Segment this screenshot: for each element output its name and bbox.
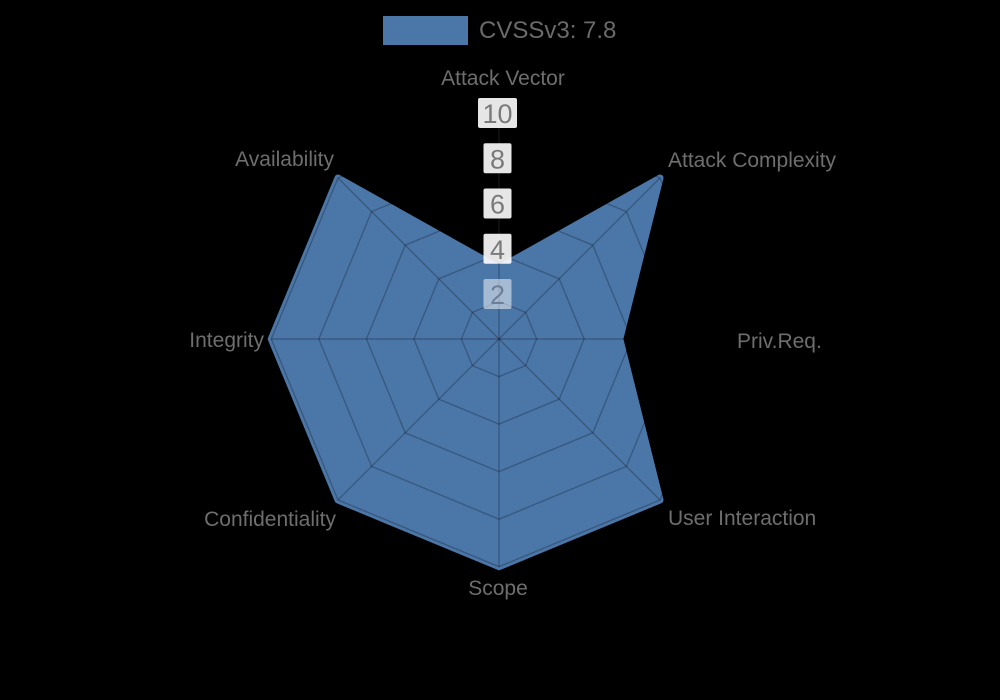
radial-tick-box-6 xyxy=(483,188,512,219)
axis-label-attack-vector: Attack Vector xyxy=(441,67,565,90)
axis-label-availability: Availability xyxy=(235,148,334,171)
radial-tick-label-2: 2 xyxy=(490,280,505,310)
axis-label-confidentiality: Confidentiality xyxy=(204,508,336,531)
grid-ring-6 xyxy=(365,205,633,473)
axis-spoke-confidentiality xyxy=(337,338,500,501)
radar-polygon-cvssv3 xyxy=(267,174,664,571)
legend: CVSSv3: 7.8 xyxy=(383,16,616,45)
axis-label-integrity: Integrity xyxy=(189,329,264,352)
axis-spoke-user-interaction xyxy=(498,338,661,501)
axis-label-priv-req: Priv.Req. xyxy=(737,330,822,353)
radial-tick-label-4: 4 xyxy=(490,235,505,265)
axis-spoke-attack-complexity xyxy=(498,177,661,340)
radial-tick-box-2 xyxy=(483,279,512,309)
axis-label-scope: Scope xyxy=(468,577,528,600)
radial-tick-label-6: 6 xyxy=(490,190,505,220)
axis-label-attack-complexity: Attack Complexity xyxy=(668,149,837,172)
grid-ring-10 xyxy=(270,110,728,568)
radial-tick-box-4 xyxy=(483,233,512,264)
axis-label-user-interaction: User Interaction xyxy=(668,507,816,530)
grid-ring-2 xyxy=(460,300,538,378)
axis-spoke-availability xyxy=(337,177,500,340)
radial-tick-box-10 xyxy=(478,98,517,128)
grid-ring-4 xyxy=(413,253,585,425)
legend-label: CVSSv3: 7.8 xyxy=(479,16,617,44)
radial-tick-label-10: 10 xyxy=(482,99,512,129)
radial-tick-label-8: 8 xyxy=(490,144,505,174)
grid-ring-8 xyxy=(318,158,680,520)
radial-tick-box-8 xyxy=(483,143,512,174)
legend-swatch xyxy=(383,16,468,45)
